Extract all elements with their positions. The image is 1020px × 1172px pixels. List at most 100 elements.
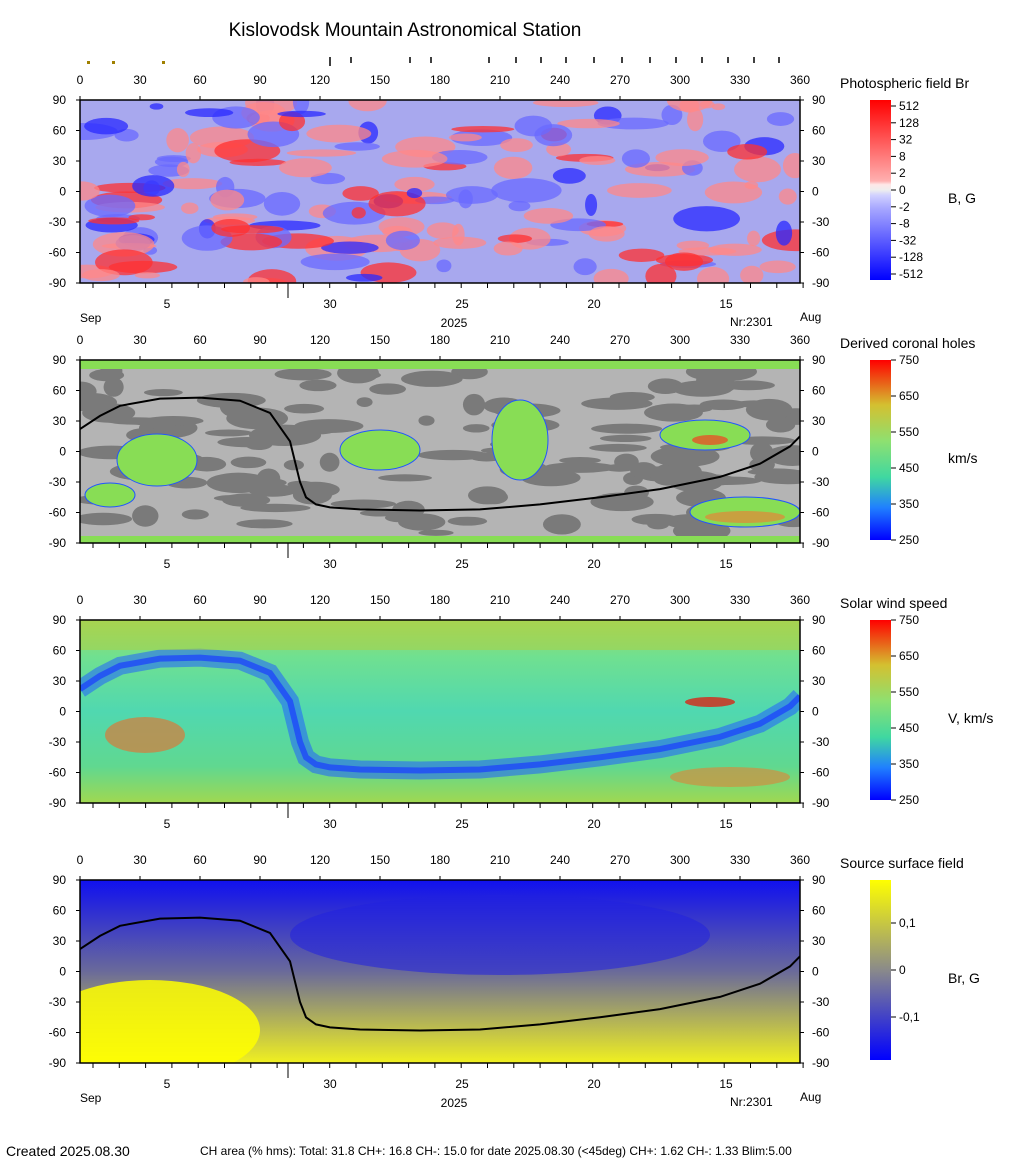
plot-area xyxy=(80,620,800,803)
y-tick-label-right: 90 xyxy=(812,353,826,367)
gray-patch xyxy=(623,493,644,501)
colorbar-tick-label: 550 xyxy=(899,425,919,439)
coronal-hole xyxy=(339,429,421,471)
rotation-label: Nr:2301 xyxy=(730,315,773,329)
fast-hole-core xyxy=(705,511,785,523)
colorbar-tick-label: 250 xyxy=(899,533,919,547)
colorbar-title: Derived coronal holes xyxy=(840,335,975,351)
x-tick-label: 30 xyxy=(133,853,147,867)
fast-wind-region xyxy=(685,697,735,707)
field-patch xyxy=(588,226,625,242)
colorbar-title: Solar wind speed xyxy=(840,595,947,611)
x-tick-label: 90 xyxy=(253,73,267,87)
field-patch xyxy=(597,117,669,130)
date-tick-label: 20 xyxy=(587,557,601,571)
date-tick-label: 25 xyxy=(455,817,469,831)
field-patch xyxy=(210,189,245,211)
x-tick-label: 330 xyxy=(730,73,750,87)
colorbar-tick-label: 0,1 xyxy=(899,916,916,930)
fast-wind-region xyxy=(105,717,185,753)
field-patch xyxy=(263,191,301,216)
gray-patch xyxy=(291,481,340,498)
x-tick-label: 300 xyxy=(670,333,690,347)
field-patch xyxy=(664,252,704,271)
y-tick-label-left: 0 xyxy=(59,965,66,979)
y-tick-label-left: 60 xyxy=(53,384,67,398)
field-patch xyxy=(433,236,487,249)
colorbar xyxy=(870,880,891,1060)
field-patch xyxy=(84,194,136,218)
field-patch xyxy=(532,100,599,108)
field-patch xyxy=(493,241,523,256)
field-patch xyxy=(108,260,178,274)
y-tick-label-right: 0 xyxy=(812,445,819,459)
field-patch xyxy=(162,178,223,190)
date-tick-label: 5 xyxy=(164,817,171,831)
field-patch xyxy=(342,186,379,201)
top-olive-marker xyxy=(162,61,165,64)
gray-patch xyxy=(359,509,399,517)
x-tick-label: 210 xyxy=(490,73,510,87)
y-tick-label-right: 30 xyxy=(812,414,826,428)
colorbar-tick-label: 650 xyxy=(899,389,919,403)
field-patch xyxy=(711,103,726,111)
y-tick-label-right: -60 xyxy=(812,246,830,260)
gray-patch xyxy=(589,443,647,452)
y-tick-label-right: -90 xyxy=(812,536,830,550)
y-tick-label-right: 30 xyxy=(812,934,826,948)
x-tick-label: 30 xyxy=(133,593,147,607)
negative-polarity xyxy=(290,895,710,975)
field-patch xyxy=(708,243,762,256)
field-patch xyxy=(448,133,482,142)
month-right-label: Aug xyxy=(800,310,821,324)
x-tick-label: 330 xyxy=(730,593,750,607)
field-patch xyxy=(156,155,191,162)
north-polar-hole xyxy=(80,360,800,369)
y-tick-label-left: -60 xyxy=(49,246,67,260)
gray-patch xyxy=(418,415,435,426)
field-patch xyxy=(211,218,251,237)
x-tick-label: 270 xyxy=(610,853,630,867)
field-patch xyxy=(334,142,380,151)
field-patch xyxy=(277,110,326,118)
neutral-line xyxy=(80,916,800,1032)
field-patch xyxy=(132,175,175,197)
y-tick-label-left: 60 xyxy=(53,124,67,138)
y-tick-label-right: -90 xyxy=(812,796,830,810)
gray-patch xyxy=(80,392,118,412)
field-patch xyxy=(80,181,100,201)
field-patch xyxy=(727,144,768,160)
x-tick-label: 360 xyxy=(790,73,810,87)
x-tick-label: 90 xyxy=(253,333,267,347)
y-tick-label-right: -60 xyxy=(812,766,830,780)
colorbar-tick-label: 32 xyxy=(899,133,913,147)
gray-patch xyxy=(462,393,486,416)
y-tick-label-left: -60 xyxy=(49,766,67,780)
year-label: 2025 xyxy=(441,1096,468,1110)
field-patch xyxy=(645,263,677,283)
coronal-hole xyxy=(84,482,136,508)
y-tick-label-left: 90 xyxy=(53,613,67,627)
x-tick-label: 180 xyxy=(430,73,450,87)
field-patch xyxy=(493,156,533,179)
gray-patch xyxy=(378,474,432,482)
field-patch xyxy=(446,186,498,204)
y-tick-label-left: 60 xyxy=(53,644,67,658)
gray-patch xyxy=(675,404,713,413)
field-patch xyxy=(243,277,270,283)
field-patch xyxy=(88,217,140,225)
field-patch xyxy=(740,265,764,283)
field-patch xyxy=(775,220,793,246)
x-tick-label: 270 xyxy=(610,593,630,607)
gray-patch xyxy=(132,505,159,527)
y-tick-label-left: -90 xyxy=(49,536,67,550)
colorbar-tick-label: 0 xyxy=(899,963,906,977)
y-tick-label-left: 90 xyxy=(53,93,67,107)
gray-patch xyxy=(219,396,256,418)
x-tick-label: 240 xyxy=(550,333,570,347)
field-patch xyxy=(300,253,370,271)
x-tick-label: 180 xyxy=(430,593,450,607)
field-patch xyxy=(128,214,156,221)
colorbar-tick-label: 750 xyxy=(899,353,919,367)
